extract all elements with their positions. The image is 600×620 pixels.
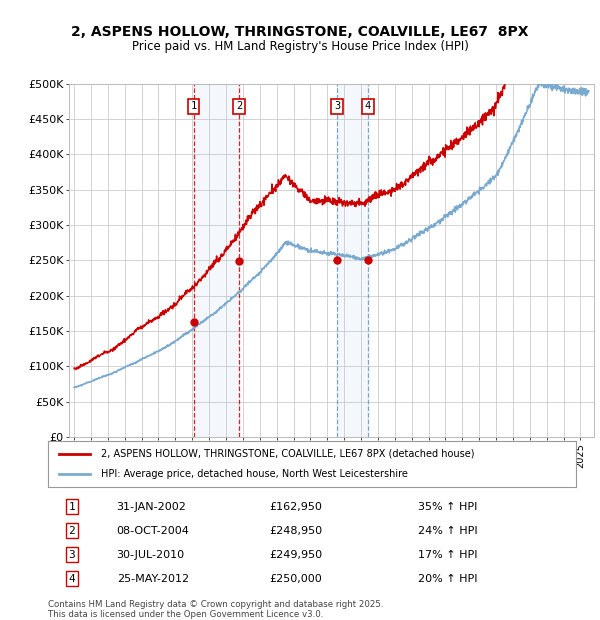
Text: 4: 4 <box>365 101 371 112</box>
Text: 1: 1 <box>190 101 197 112</box>
Text: 2: 2 <box>68 526 75 536</box>
Text: 08-OCT-2004: 08-OCT-2004 <box>116 526 190 536</box>
Text: 3: 3 <box>334 101 340 112</box>
Text: 2: 2 <box>236 101 242 112</box>
Text: 2, ASPENS HOLLOW, THRINGSTONE, COALVILLE, LE67  8PX: 2, ASPENS HOLLOW, THRINGSTONE, COALVILLE… <box>71 25 529 39</box>
Text: £249,950: £249,950 <box>270 549 323 560</box>
Text: Price paid vs. HM Land Registry's House Price Index (HPI): Price paid vs. HM Land Registry's House … <box>131 40 469 53</box>
Text: HPI: Average price, detached house, North West Leicestershire: HPI: Average price, detached house, Nort… <box>101 469 407 479</box>
Text: 20% ↑ HPI: 20% ↑ HPI <box>418 574 477 583</box>
Text: £248,950: £248,950 <box>270 526 323 536</box>
Text: £162,950: £162,950 <box>270 502 323 512</box>
Bar <box>194 84 239 437</box>
Text: £250,000: £250,000 <box>270 574 323 583</box>
Text: 35% ↑ HPI: 35% ↑ HPI <box>418 502 477 512</box>
Text: 1: 1 <box>68 502 75 512</box>
Text: 31-JAN-2002: 31-JAN-2002 <box>116 502 187 512</box>
Text: 4: 4 <box>68 574 75 583</box>
Text: 25-MAY-2012: 25-MAY-2012 <box>116 574 189 583</box>
Text: 3: 3 <box>68 549 75 560</box>
Text: Contains HM Land Registry data © Crown copyright and database right 2025.
This d: Contains HM Land Registry data © Crown c… <box>48 600 383 619</box>
Text: 17% ↑ HPI: 17% ↑ HPI <box>418 549 477 560</box>
Text: 24% ↑ HPI: 24% ↑ HPI <box>418 526 477 536</box>
Bar <box>337 84 368 437</box>
Text: 2, ASPENS HOLLOW, THRINGSTONE, COALVILLE, LE67 8PX (detached house): 2, ASPENS HOLLOW, THRINGSTONE, COALVILLE… <box>101 449 475 459</box>
Text: 30-JUL-2010: 30-JUL-2010 <box>116 549 185 560</box>
